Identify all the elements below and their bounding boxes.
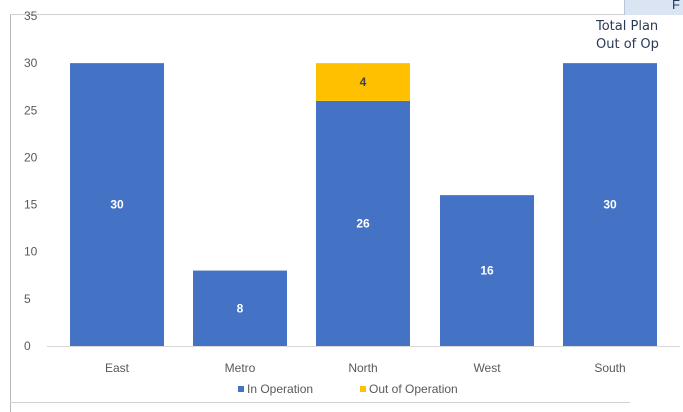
header-fragment: F	[672, 0, 680, 12]
bar-west-in-operation	[440, 195, 534, 346]
bar-north-out-of-operation	[316, 63, 410, 101]
legend-label: In Operation	[247, 382, 313, 396]
data-label: 16	[480, 264, 494, 278]
bar-metro-in-operation	[193, 270, 287, 346]
x-tick-label: East	[105, 361, 130, 375]
header-tab: F	[624, 0, 683, 15]
left-border	[10, 14, 11, 412]
bar-south-in-operation	[563, 63, 657, 347]
y-tick-label: 20	[24, 150, 38, 164]
y-tick-label: 0	[24, 339, 31, 353]
y-tick-label: 10	[24, 245, 38, 259]
x-tick-label: North	[348, 361, 377, 375]
side-note-out-of-op: Out of Op	[596, 37, 659, 52]
y-tick-label: 15	[24, 198, 38, 212]
bar-north-in-operation	[316, 100, 410, 346]
data-label: 30	[603, 198, 617, 212]
bar-east-in-operation	[70, 63, 164, 347]
side-note-total-plan: Total Plan	[596, 19, 659, 34]
y-tick-label: 30	[24, 56, 38, 70]
x-tick-label: South	[594, 361, 625, 375]
top-border	[10, 14, 630, 15]
x-tick-label: Metro	[225, 361, 256, 375]
y-axis: 0 5 10 15 20 25 30 35	[24, 9, 38, 353]
bars: 30 8 26 4 16 30	[70, 63, 657, 347]
data-label: 30	[110, 198, 124, 212]
y-tick-label: 25	[24, 103, 38, 117]
data-label: 8	[237, 301, 244, 315]
x-tick-label: West	[473, 361, 501, 375]
legend-swatch	[360, 386, 366, 392]
y-tick-label: 5	[24, 292, 31, 306]
legend-label: Out of Operation	[369, 382, 458, 396]
y-tick-label: 35	[24, 9, 38, 23]
bottom-border	[10, 402, 630, 403]
legend: In Operation Out of Operation	[238, 382, 458, 396]
data-label: 26	[356, 216, 370, 230]
data-label: 4	[360, 75, 367, 89]
legend-swatch	[238, 386, 244, 392]
x-axis: East Metro North West South	[47, 346, 680, 375]
